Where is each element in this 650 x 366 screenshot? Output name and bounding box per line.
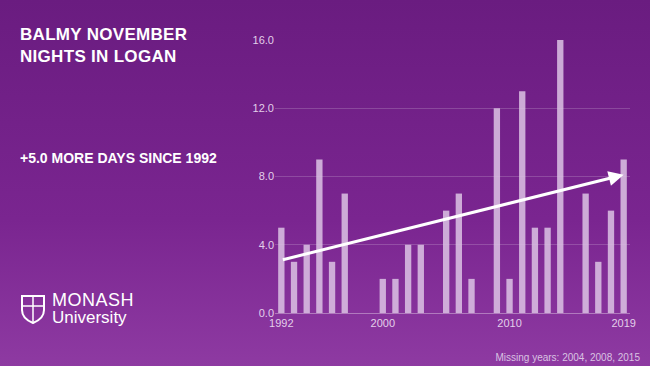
svg-text:16.0: 16.0 xyxy=(253,34,274,46)
html-text:Missing years: 2004, 2008, 201: Missing years: 2004, 2008, 2015 xyxy=(495,352,640,363)
svg-text:2010: 2010 xyxy=(497,317,521,329)
svg-text:8.0: 8.0 xyxy=(259,170,274,182)
svg-text:4.0: 4.0 xyxy=(259,239,274,251)
html-text:MONASH: MONASH xyxy=(52,290,134,310)
html-text:+5.0 MORE DAYS SINCE 1992: +5.0 MORE DAYS SINCE 1992 xyxy=(20,150,217,166)
html-text:University: University xyxy=(52,308,127,327)
svg-text:2019: 2019 xyxy=(611,317,635,329)
svg-text:2000: 2000 xyxy=(371,317,395,329)
svg-text:12.0: 12.0 xyxy=(253,102,274,114)
svg-text:1992: 1992 xyxy=(269,317,293,329)
svg-text:0.0: 0.0 xyxy=(259,307,274,319)
html-text:BALMY NOVEMBER NIGHTS IN LOGAN: BALMY NOVEMBER NIGHTS IN LOGAN xyxy=(20,25,188,66)
